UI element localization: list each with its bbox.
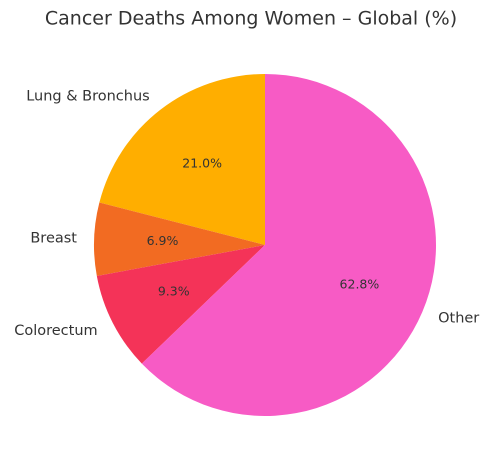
slice-label: Colorectum	[14, 323, 97, 339]
pie-slice	[96, 245, 265, 364]
slice-label: Other	[438, 311, 479, 327]
pie-slice	[99, 74, 265, 245]
pie-slice	[141, 74, 437, 417]
slice-label: Breast	[30, 231, 77, 247]
pie-slice	[94, 202, 266, 276]
chart-title: Cancer Deaths Among Women – Global (%)	[45, 8, 457, 30]
value-label: 21.0%	[182, 155, 222, 170]
slice-label: Lung & Bronchus	[26, 88, 150, 104]
value-label: 6.9%	[147, 233, 179, 248]
value-label: 62.8%	[340, 277, 380, 292]
value-label: 9.3%	[158, 283, 190, 298]
